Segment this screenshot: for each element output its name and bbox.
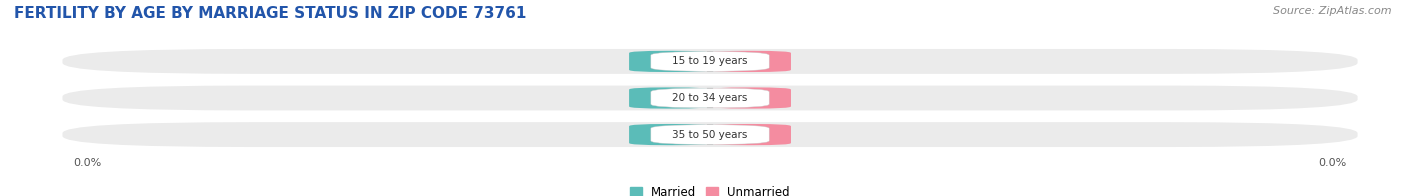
- FancyBboxPatch shape: [651, 88, 769, 108]
- Text: 0.0%: 0.0%: [657, 56, 683, 66]
- Text: 0.0%: 0.0%: [737, 56, 763, 66]
- Text: 0.0%: 0.0%: [657, 130, 683, 140]
- Legend: Married, Unmarried: Married, Unmarried: [626, 182, 794, 196]
- FancyBboxPatch shape: [62, 122, 1358, 147]
- FancyBboxPatch shape: [710, 51, 792, 72]
- FancyBboxPatch shape: [62, 86, 1358, 110]
- Text: 0.0%: 0.0%: [657, 93, 683, 103]
- FancyBboxPatch shape: [651, 52, 769, 71]
- FancyBboxPatch shape: [628, 124, 710, 145]
- Text: 20 to 34 years: 20 to 34 years: [672, 93, 748, 103]
- FancyBboxPatch shape: [710, 124, 792, 145]
- FancyBboxPatch shape: [710, 87, 792, 109]
- FancyBboxPatch shape: [62, 49, 1358, 74]
- FancyBboxPatch shape: [651, 125, 769, 144]
- Text: 0.0%: 0.0%: [737, 93, 763, 103]
- Text: 15 to 19 years: 15 to 19 years: [672, 56, 748, 66]
- FancyBboxPatch shape: [628, 51, 710, 72]
- Text: FERTILITY BY AGE BY MARRIAGE STATUS IN ZIP CODE 73761: FERTILITY BY AGE BY MARRIAGE STATUS IN Z…: [14, 6, 526, 21]
- Text: Source: ZipAtlas.com: Source: ZipAtlas.com: [1274, 6, 1392, 16]
- Text: 0.0%: 0.0%: [737, 130, 763, 140]
- FancyBboxPatch shape: [628, 87, 710, 109]
- Text: 35 to 50 years: 35 to 50 years: [672, 130, 748, 140]
